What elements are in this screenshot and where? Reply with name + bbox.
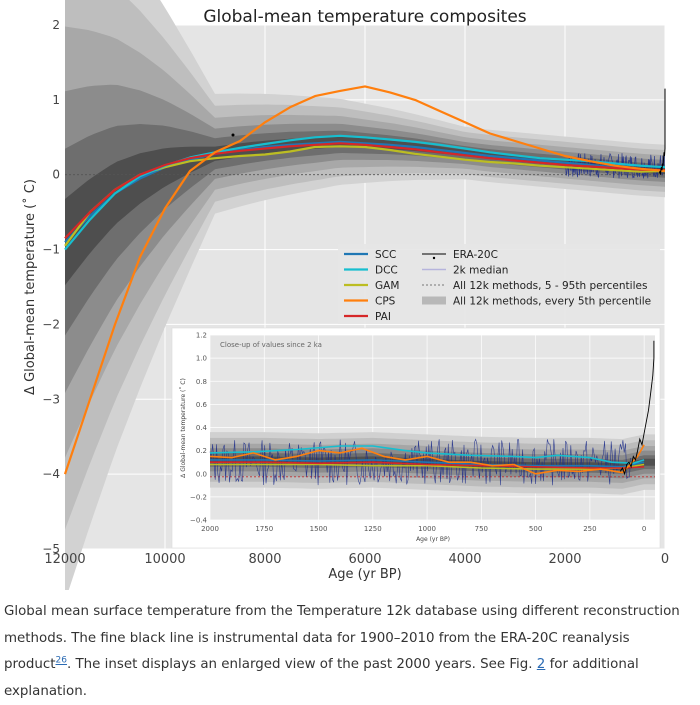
inset-x-tick-label: 1500	[310, 525, 328, 533]
inset-note: Close-up of values since 2 ka	[220, 341, 322, 349]
inset-x-tick-label: 0	[642, 525, 646, 533]
series-cps-line	[63, 85, 666, 475]
inset-x-tick-label: 1000	[418, 525, 436, 533]
legend-label-pai: PAI	[375, 311, 391, 323]
inset-x-tick-label: 500	[529, 525, 542, 533]
x-tick-label: 4000	[448, 552, 481, 567]
y-tick-label: 1	[52, 93, 60, 107]
inset-x-tick-label: 1250	[364, 525, 382, 533]
inset-y-tick-label: −0.2	[190, 493, 207, 501]
inset-y-tick-label: 0.6	[196, 401, 208, 409]
inset-y-axis-label: Δ Global-mean temperature (˚ C)	[180, 378, 187, 478]
inset-y-tick-label: −0.4	[190, 517, 208, 525]
inset-y-tick-label: 0.0	[196, 470, 207, 478]
series-pai-line	[64, 142, 666, 240]
caption-text-2: . The inset displays an enlarged view of…	[66, 657, 537, 672]
caption-text-1: Global mean surface temperature from the…	[4, 604, 680, 672]
x-tick-label: 8000	[248, 552, 281, 567]
legend-label-lavender-line: 2k median	[453, 265, 508, 277]
legend: SCC DCC GAM CPS PAI ERA-20C 2k median All 12k …	[338, 244, 660, 324]
inset-x-tick-label: 750	[475, 525, 488, 533]
inset-era20c-line	[619, 340, 655, 476]
chart-area: 12000 10000 8000 6000 4000 2000 0 −5 −4 −3 −2 −1 0 1…	[22, 0, 670, 602]
inset-y-tick-label: 1.0	[196, 355, 207, 363]
inset-y-tick-label: 0.4	[196, 424, 208, 432]
inset-chart: 2000 1750 1500 1250 1000 750 500 250 0 −0.4 −0.2 0…	[171, 327, 661, 549]
inset-y-tick-label: 1.2	[196, 332, 207, 340]
y-axis-ticks: −5 −4 −3 −2 −1 0 1 2	[42, 18, 60, 556]
inset-x-tick-label: 1750	[255, 525, 273, 533]
y-tick-label: −5	[42, 542, 60, 556]
legend-label-cps: CPS	[375, 296, 396, 308]
legend-label-black-line: ERA-20C	[453, 249, 498, 261]
y-tick-label: −4	[42, 467, 60, 481]
legend-label-gray-band: All 12k methods, every 5th percentile	[453, 296, 651, 308]
x-tick-label: 0	[661, 552, 669, 567]
legend-label-scc: SCC	[375, 249, 396, 261]
y-tick-label: −1	[42, 243, 60, 257]
inset-series-dcc-line	[209, 445, 645, 465]
y-tick-label: 2	[52, 18, 60, 32]
figure-link[interactable]: 2	[536, 657, 546, 672]
chart-title: Global-mean temperature composites	[203, 7, 526, 27]
inset-y-tick-label: 0.2	[196, 447, 207, 455]
era20c-marker	[231, 133, 235, 137]
legend-label-dcc: DCC	[375, 265, 398, 277]
series-lines	[63, 85, 666, 475]
series-era20c-line	[659, 88, 666, 175]
inset-y-tick-label: 0.8	[196, 378, 207, 386]
reference-link[interactable]: 26	[55, 655, 67, 666]
x-axis-ticks: 12000 10000 8000 6000 4000 2000 0	[44, 552, 669, 567]
y-axis-label: Δ Global-mean temperature (˚ C)	[22, 179, 38, 395]
y-tick-label: −3	[42, 392, 60, 406]
inset-series-cps-line	[209, 444, 645, 475]
inset-x-axis-label: Age (yr BP)	[416, 536, 450, 543]
y-tick-label: 0	[52, 168, 60, 182]
main-chart: 12000 10000 8000 6000 4000 2000 0 −5−4−3−2−101…	[22, 0, 670, 602]
y-tick-label: −2	[42, 317, 60, 331]
x-tick-label: 12000	[44, 552, 85, 567]
series-gam-line	[64, 145, 666, 247]
inset-x-tick-label: 250	[583, 525, 596, 533]
legend-label-dotted: All 12k methods, 5 - 95th percentiles	[453, 280, 647, 292]
x-tick-label: 2000	[548, 552, 581, 567]
legend-label-gam: GAM	[375, 280, 399, 292]
x-tick-label: 10000	[144, 552, 185, 567]
inset-series-scc-line	[210, 459, 645, 468]
x-axis-label: Age (yr BP)	[328, 567, 401, 582]
percentile-bands	[65, 0, 665, 602]
x-tick-label: 6000	[348, 552, 381, 567]
figure-caption: Global mean surface temperature from the…	[4, 599, 694, 705]
inset-x-tick-label: 2000	[201, 525, 219, 533]
inset-series-pai-line	[210, 461, 645, 469]
